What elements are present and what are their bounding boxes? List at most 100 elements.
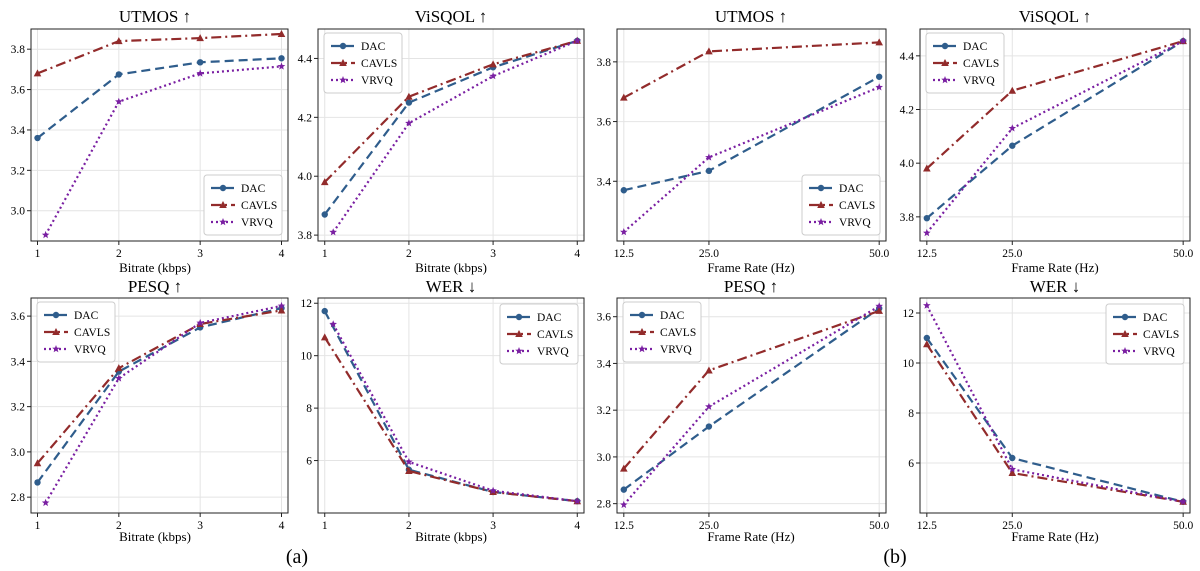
legend-marker-vrvq <box>52 345 60 353</box>
legend: DAC CAVLS VRVQ <box>622 301 702 363</box>
chart-title: ViSQOL ↑ <box>1019 7 1092 26</box>
data-point-dac <box>620 187 628 194</box>
chart-panel-8: WER ↓ Frame Rate (Hz) 12.5 25.0 50.0 6 8 10 12… <box>903 277 1194 544</box>
y-tick-label: 2.8 <box>11 492 26 504</box>
legend-marker-cavls <box>941 59 949 66</box>
y-tick-label: 6 <box>908 458 914 470</box>
series-line-cavls <box>323 336 578 503</box>
series-line-vrvq <box>332 39 578 233</box>
data-point-vrvq <box>923 301 931 309</box>
x-tick-label: 2 <box>116 248 122 260</box>
data-point-cavls <box>705 366 713 374</box>
chart-panel-5: PESQ ↑ Bitrate (kbps) 1 2 3 4 2.8 3.0 3.2 3.4 3.… <box>11 277 289 544</box>
caption-b: (b) <box>883 546 906 568</box>
x-tick-label: 1 <box>322 248 328 260</box>
x-tick-label: 12.5 <box>917 248 937 260</box>
x-tick-label: 12.5 <box>614 248 634 260</box>
data-point-dac <box>1009 454 1016 462</box>
y-tick-label: 3.4 <box>597 176 612 188</box>
x-tick-label: 25.0 <box>699 520 719 532</box>
data-point-dac <box>405 99 413 106</box>
y-tick-label: 4.0 <box>900 158 915 170</box>
series-line-vrvq <box>44 65 282 236</box>
x-tick-label: 12.5 <box>614 520 634 532</box>
legend: DAC CAVLS VRVQ <box>36 301 116 363</box>
plot-frame <box>317 28 585 242</box>
series-line-dac <box>623 75 880 192</box>
legend: DAC CAVLS VRVQ <box>499 303 579 365</box>
data-point-cavls <box>923 164 931 172</box>
legend: DAC CAVLS VRVQ <box>323 32 403 94</box>
data-point-dac <box>196 59 204 66</box>
x-tick-label: 25.0 <box>1002 520 1022 532</box>
legend-marker-dac <box>339 42 347 50</box>
y-tick-label: 8 <box>306 403 312 415</box>
data-point-vrvq <box>573 497 582 505</box>
data-point-cavls <box>405 92 413 100</box>
legend-label-vrvq: VRVQ <box>361 75 393 87</box>
x-tick-label: 4 <box>279 520 285 532</box>
x-axis-label: Bitrate (kbps) <box>119 260 191 275</box>
x-axis-label: Frame Rate (Hz) <box>707 529 794 544</box>
series-line-dac <box>323 39 578 216</box>
data-point-dac <box>705 423 713 430</box>
data-point-vrvq <box>41 498 50 507</box>
y-tick-label: 12 <box>903 308 915 320</box>
y-tick-label: 2.8 <box>597 499 612 511</box>
data-point-cavls <box>33 459 42 467</box>
y-tick-label: 10 <box>301 351 313 363</box>
data-point-vrvq <box>41 230 50 239</box>
x-axis-label: Bitrate (kbps) <box>119 529 191 544</box>
legend-marker-dac <box>638 311 646 319</box>
data-point-cavls <box>277 306 286 314</box>
data-point-cavls <box>620 93 628 101</box>
data-point-cavls <box>33 69 42 77</box>
data-point-vrvq <box>923 228 931 237</box>
series-line-cavls <box>36 309 282 464</box>
y-tick-label: 12 <box>301 298 313 310</box>
x-tick-label: 3 <box>490 248 496 260</box>
legend-label-dac: DAC <box>241 183 266 195</box>
legend-label-vrvq: VRVQ <box>660 344 692 356</box>
legend-marker-dac <box>52 311 60 319</box>
data-point-cavls <box>1008 86 1017 94</box>
x-tick-label: 1 <box>322 520 328 532</box>
series-line-vrvq <box>332 323 578 503</box>
legend-label-vrvq: VRVQ <box>241 217 273 229</box>
y-tick-label: 4.0 <box>298 171 313 183</box>
x-tick-label: 50.0 <box>869 520 889 532</box>
legend-label-dac: DAC <box>839 183 864 195</box>
legend-label-dac: DAC <box>74 310 99 322</box>
y-tick-label: 3.4 <box>597 358 612 370</box>
data-point-vrvq <box>196 318 204 327</box>
y-tick-label: 3.2 <box>597 405 612 417</box>
data-point-cavls <box>489 60 497 68</box>
legend-label-cavls: CAVLS <box>361 58 397 70</box>
legend-marker-vrvq <box>638 345 646 353</box>
data-point-cavls <box>705 47 713 55</box>
x-tick-label: 2 <box>116 520 122 532</box>
chart-panel-7: PESQ ↑ Frame Rate (Hz) 12.5 25.0 50.0 2.8 3.… <box>597 277 890 544</box>
data-point-dac <box>923 214 931 222</box>
data-point-dac <box>321 211 328 218</box>
data-point-vrvq <box>1179 497 1187 505</box>
chart-title: UTMOS ↑ <box>119 7 191 26</box>
legend-label-cavls: CAVLS <box>839 200 875 212</box>
data-point-vrvq <box>115 374 123 382</box>
data-point-cavls <box>196 34 204 42</box>
data-point-vrvq <box>620 500 628 509</box>
x-tick-label: 12.5 <box>917 520 937 532</box>
series-line-vrvq <box>623 86 880 233</box>
legend-marker-vrvq <box>515 347 523 355</box>
data-point-vrvq <box>277 62 286 70</box>
series-line-cavls <box>623 41 880 99</box>
x-axis-label: Bitrate (kbps) <box>415 260 487 275</box>
y-tick-label: 4.4 <box>900 51 915 63</box>
y-tick-label: 4.2 <box>298 112 313 124</box>
data-point-dac <box>620 486 628 493</box>
chart-title: PESQ ↑ <box>724 277 778 296</box>
x-tick-label: 4 <box>574 248 580 260</box>
data-point-cavls <box>620 464 628 472</box>
data-point-vrvq <box>620 228 628 236</box>
legend: DAC CAVLS VRVQ <box>925 32 1005 94</box>
